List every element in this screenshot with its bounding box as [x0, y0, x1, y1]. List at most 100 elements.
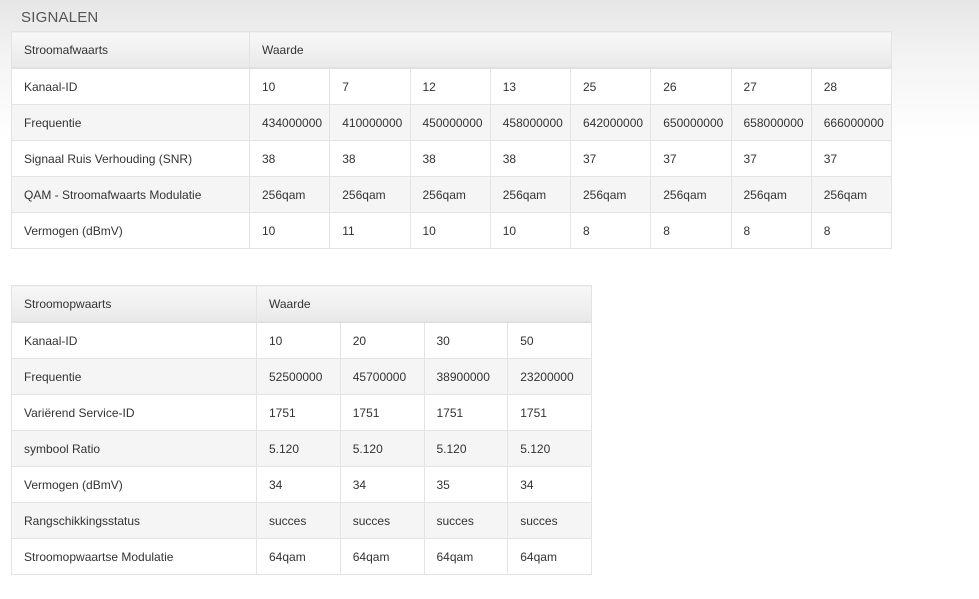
cell-value: succes — [507, 502, 593, 539]
cell-value: 27 — [730, 67, 812, 105]
table-row: Stroomopwaartse Modulatie 64qam 64qam 64qam… — [11, 538, 593, 575]
cell-value: 434000000 — [248, 104, 331, 141]
cell-value: 52500000 — [256, 358, 341, 395]
table-row: symbool Ratio 5.120 5.120 5.120 5.120 — [11, 430, 593, 467]
cell-value: 34 — [256, 466, 341, 503]
row-label: Variërend Service-ID — [11, 394, 257, 431]
cell-value: 64qam — [339, 538, 425, 575]
cell-value: 37 — [730, 140, 812, 177]
row-label: Vermogen (dBmV) — [11, 212, 250, 249]
cell-value: 64qam — [256, 538, 341, 575]
cell-value: 34 — [339, 466, 425, 503]
cell-value: 25 — [569, 67, 652, 105]
cell-value: 10 — [489, 212, 572, 249]
header-value: Waarde — [248, 31, 893, 69]
table-row: Variërend Service-ID 1751 1751 1751 1751 — [11, 394, 593, 431]
upstream-table: Stroomopwaarts Waarde Kanaal-ID 10 20 30 50 Fre… — [11, 285, 593, 575]
table-row: Frequentie 434000000 410000000 450000000 458… — [11, 104, 893, 141]
cell-value: 5.120 — [507, 430, 593, 467]
cell-value: succes — [256, 502, 341, 539]
row-label: Stroomopwaartse Modulatie — [11, 538, 257, 575]
cell-value: 5.120 — [423, 430, 509, 467]
row-label: Signaal Ruis Verhouding (SNR) — [11, 140, 250, 177]
cell-value: 20 — [339, 321, 425, 359]
cell-value: 11 — [329, 212, 411, 249]
cell-value: 38 — [248, 140, 331, 177]
cell-value: 7 — [329, 67, 411, 105]
cell-value: 23200000 — [507, 358, 593, 395]
cell-value: 666000000 — [810, 104, 893, 141]
cell-value: 10 — [409, 212, 491, 249]
cell-value: 1751 — [256, 394, 341, 431]
cell-value: 256qam — [329, 176, 411, 213]
cell-value: 8 — [569, 212, 652, 249]
cell-value: 38 — [409, 140, 491, 177]
table-row: Kanaal-ID 10 7 12 13 25 26 27 28 — [11, 67, 893, 105]
cell-value: 256qam — [409, 176, 491, 213]
row-label: Frequentie — [11, 104, 250, 141]
table-row: Vermogen (dBmV) 10 11 10 10 8 8 8 8 — [11, 212, 893, 249]
cell-value: 38900000 — [423, 358, 509, 395]
cell-value: 256qam — [248, 176, 331, 213]
downstream-table: Stroomafwaarts Waarde Kanaal-ID 10 7 12 13 25 26… — [11, 31, 893, 249]
cell-value: succes — [423, 502, 509, 539]
cell-value: 35 — [423, 466, 509, 503]
page-title: SIGNALEN — [21, 9, 99, 26]
table-row: Kanaal-ID 10 20 30 50 — [11, 321, 593, 359]
row-label: symbool Ratio — [11, 430, 257, 467]
cell-value: 410000000 — [329, 104, 411, 141]
table-row: Vermogen (dBmV) 34 34 35 34 — [11, 466, 593, 503]
cell-value: 256qam — [730, 176, 812, 213]
table-header-row: Stroomopwaarts Waarde — [11, 285, 593, 323]
cell-value: 650000000 — [650, 104, 732, 141]
cell-value: 10 — [256, 321, 341, 359]
header-label: Stroomafwaarts — [11, 31, 250, 69]
row-label: Rangschikkingsstatus — [11, 502, 257, 539]
cell-value: 8 — [650, 212, 732, 249]
cell-value: 256qam — [810, 176, 893, 213]
cell-value: succes — [339, 502, 425, 539]
cell-value: 658000000 — [730, 104, 812, 141]
table-row: QAM - Stroomafwaarts Modulatie 256qam 256q… — [11, 176, 893, 213]
cell-value: 8 — [730, 212, 812, 249]
table-header-row: Stroomafwaarts Waarde — [11, 31, 893, 69]
cell-value: 37 — [569, 140, 652, 177]
table-row: Signaal Ruis Verhouding (SNR) 38 38 38 38 37 3… — [11, 140, 893, 177]
cell-value: 26 — [650, 67, 732, 105]
cell-value: 10 — [248, 67, 331, 105]
cell-value: 45700000 — [339, 358, 425, 395]
row-label: Kanaal-ID — [11, 321, 257, 359]
row-label: Frequentie — [11, 358, 257, 395]
table-row: Frequentie 52500000 45700000 38900000 232000… — [11, 358, 593, 395]
cell-value: 256qam — [569, 176, 652, 213]
cell-value: 50 — [507, 321, 593, 359]
cell-value: 1751 — [423, 394, 509, 431]
cell-value: 12 — [409, 67, 491, 105]
row-label: Kanaal-ID — [11, 67, 250, 105]
cell-value: 13 — [489, 67, 572, 105]
cell-value: 5.120 — [256, 430, 341, 467]
header-label: Stroomopwaarts — [11, 285, 257, 323]
cell-value: 37 — [810, 140, 893, 177]
cell-value: 450000000 — [409, 104, 491, 141]
cell-value: 37 — [650, 140, 732, 177]
header-value: Waarde — [255, 285, 593, 323]
cell-value: 1751 — [339, 394, 425, 431]
cell-value: 38 — [329, 140, 411, 177]
cell-value: 256qam — [650, 176, 732, 213]
cell-value: 10 — [248, 212, 331, 249]
cell-value: 5.120 — [339, 430, 425, 467]
cell-value: 458000000 — [489, 104, 572, 141]
table-row: Rangschikkingsstatus succes succes succes su… — [11, 502, 593, 539]
row-label: Vermogen (dBmV) — [11, 466, 257, 503]
cell-value: 30 — [423, 321, 509, 359]
row-label: QAM - Stroomafwaarts Modulatie — [11, 176, 250, 213]
cell-value: 34 — [507, 466, 593, 503]
cell-value: 8 — [810, 212, 893, 249]
cell-value: 64qam — [423, 538, 509, 575]
cell-value: 38 — [489, 140, 572, 177]
cell-value: 1751 — [507, 394, 593, 431]
cell-value: 642000000 — [569, 104, 652, 141]
cell-value: 28 — [810, 67, 893, 105]
cell-value: 64qam — [507, 538, 593, 575]
